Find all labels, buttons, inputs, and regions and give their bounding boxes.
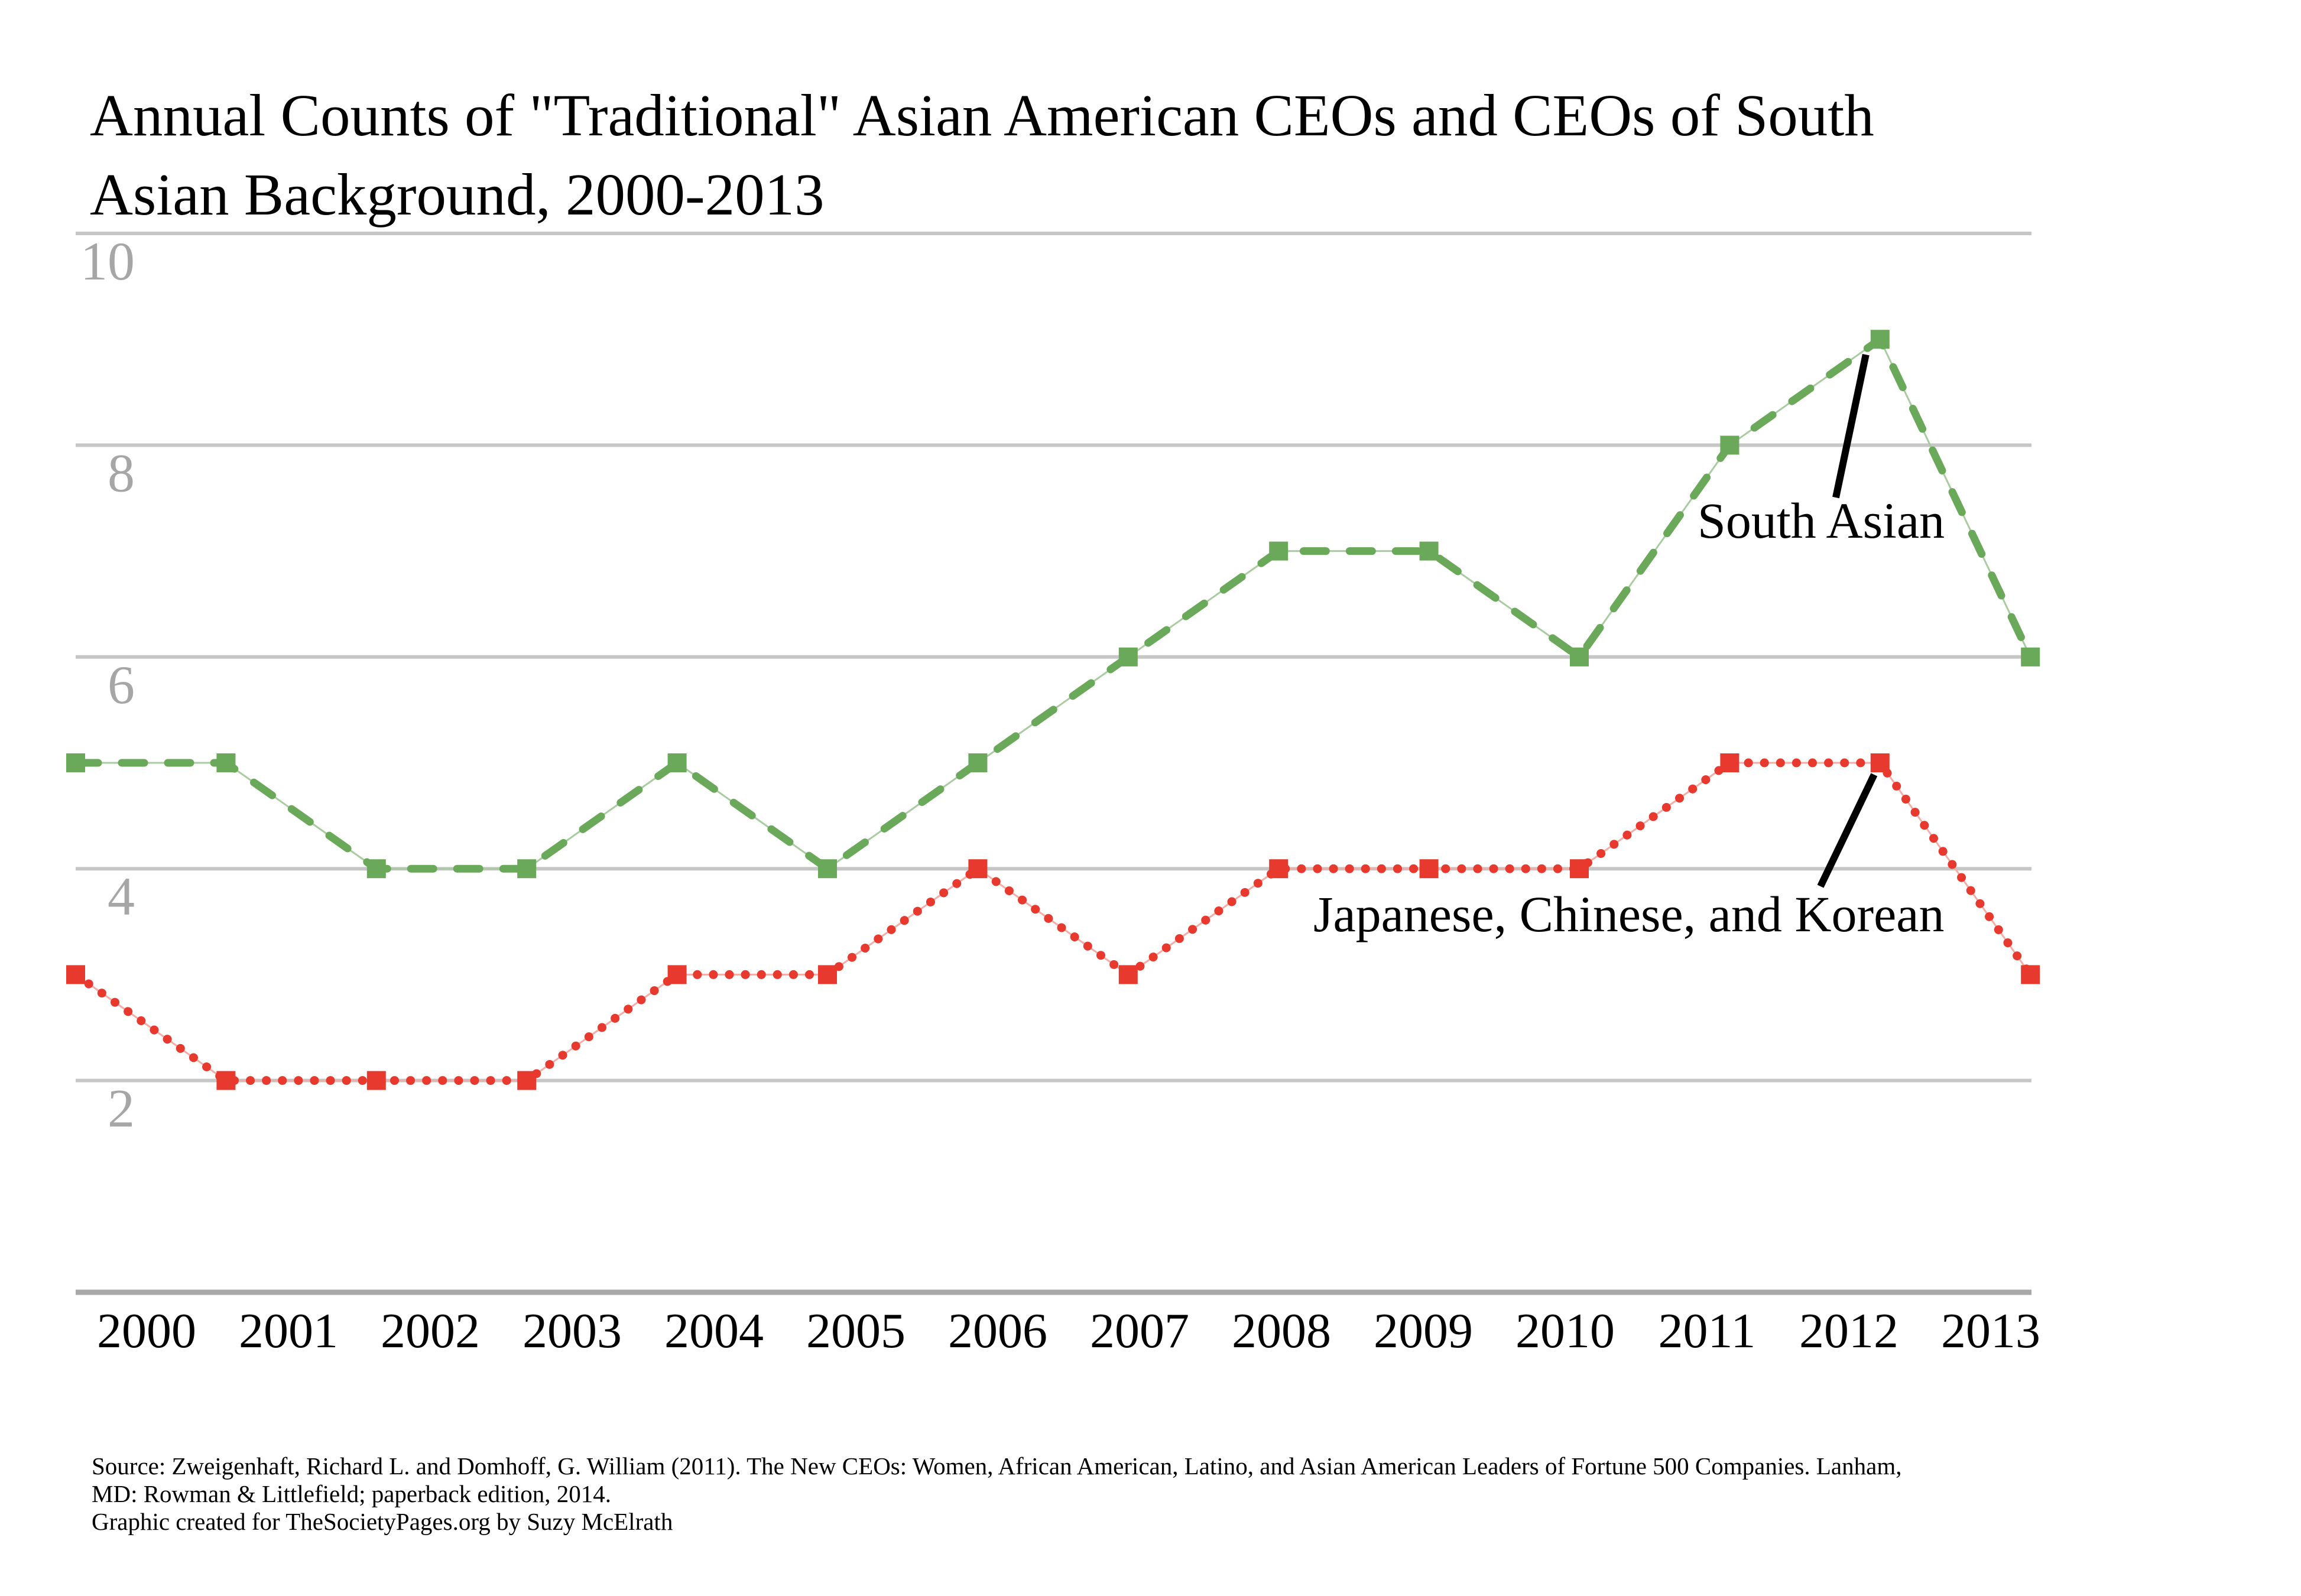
x-axis-tick-label: 2003 bbox=[522, 1304, 622, 1358]
marker-japanese-chinese-and-korean-2003 bbox=[517, 1071, 537, 1090]
marker-south-asian-2012 bbox=[1870, 330, 1890, 349]
marker-south-asian-2004 bbox=[667, 753, 687, 772]
y-axis-tick-label: 10 bbox=[80, 231, 135, 291]
marker-south-asian-2005 bbox=[818, 859, 837, 879]
x-axis-tick-label: 2009 bbox=[1374, 1304, 1473, 1358]
marker-japanese-chinese-and-korean-2000 bbox=[66, 965, 85, 984]
x-axis-tick-label: 2010 bbox=[1515, 1304, 1615, 1358]
marker-japanese-chinese-and-korean-2012 bbox=[1870, 753, 1890, 772]
x-axis-tick-label: 2004 bbox=[664, 1304, 764, 1358]
series-line-south-asian bbox=[72, 333, 2034, 874]
marker-south-asian-2007 bbox=[1118, 647, 1138, 667]
marker-japanese-chinese-and-korean-2011 bbox=[1720, 753, 1739, 772]
x-axis-tick-label: 2006 bbox=[948, 1304, 1047, 1358]
x-axis-tick-label: 2008 bbox=[1232, 1304, 1331, 1358]
marker-japanese-chinese-and-korean-2013 bbox=[2021, 965, 2040, 984]
marker-south-asian-2011 bbox=[1720, 435, 1739, 455]
marker-japanese-chinese-and-korean-2004 bbox=[667, 965, 687, 984]
marker-south-asian-2013 bbox=[2021, 647, 2040, 667]
series-label-japanese-chinese-korean: Japanese, Chinese, and Korean bbox=[1313, 886, 1945, 942]
marker-japanese-chinese-and-korean-2010 bbox=[1570, 859, 1589, 879]
marker-south-asian-2000 bbox=[66, 753, 85, 772]
series-label-south-asian: South Asian bbox=[1698, 492, 1945, 549]
marker-japanese-chinese-and-korean-2001 bbox=[216, 1071, 236, 1090]
y-axis-tick-label: 8 bbox=[108, 443, 135, 503]
series-underlay-south-asian bbox=[76, 337, 2031, 870]
marker-japanese-chinese-and-korean-2005 bbox=[818, 965, 837, 984]
marker-japanese-chinese-and-korean-2009 bbox=[1419, 859, 1439, 879]
marker-south-asian-2006 bbox=[968, 753, 988, 772]
marker-south-asian-2008 bbox=[1269, 541, 1289, 561]
source-line-3: Graphic created for TheSocietyPages.org … bbox=[92, 1508, 673, 1535]
series-line-japanese-chinese-and-korean bbox=[71, 758, 2035, 1085]
x-axis-tick-label: 2013 bbox=[1941, 1304, 2040, 1358]
x-axis-tick-label: 2001 bbox=[239, 1304, 338, 1358]
source-line-1: Source: Zweigenhaft, Richard L. and Domh… bbox=[92, 1452, 1902, 1480]
y-axis-tick-label: 2 bbox=[108, 1078, 135, 1139]
marker-south-asian-2010 bbox=[1570, 647, 1589, 667]
leader-line-japanese-chinese-korean bbox=[1817, 773, 1878, 888]
marker-japanese-chinese-and-korean-2007 bbox=[1118, 965, 1138, 984]
x-axis-tick-label: 2002 bbox=[381, 1304, 480, 1358]
chart-title-line-2: Asian Background, 2000-2013 bbox=[90, 161, 825, 227]
marker-japanese-chinese-and-korean-2002 bbox=[366, 1071, 386, 1090]
y-axis-tick-label: 6 bbox=[108, 655, 135, 715]
marker-south-asian-2009 bbox=[1419, 541, 1439, 561]
x-axis-tick-label: 2007 bbox=[1090, 1304, 1189, 1358]
source-line-2: MD: Rowman & Littlefield; paperback edit… bbox=[92, 1480, 612, 1507]
marker-south-asian-2002 bbox=[366, 859, 386, 879]
marker-south-asian-2003 bbox=[517, 859, 537, 879]
x-axis-tick-label: 2000 bbox=[97, 1304, 196, 1358]
leader-line-south-asian bbox=[1832, 353, 1870, 499]
marker-south-asian-2001 bbox=[216, 753, 236, 772]
chart-title-line-1: Annual Counts of "Traditional" Asian Ame… bbox=[90, 82, 1874, 148]
x-axis-tick-label: 2005 bbox=[806, 1304, 906, 1358]
x-axis-tick-label: 2012 bbox=[1799, 1304, 1898, 1358]
marker-japanese-chinese-and-korean-2006 bbox=[968, 859, 988, 879]
x-axis-tick-label: 2011 bbox=[1659, 1304, 1756, 1358]
chart-title: Annual Counts of "Traditional" Asian Ame… bbox=[90, 76, 1874, 234]
source-credit: Source: Zweigenhaft, Richard L. and Domh… bbox=[92, 1452, 1901, 1536]
y-axis-tick-label: 4 bbox=[108, 866, 135, 927]
marker-japanese-chinese-and-korean-2008 bbox=[1269, 859, 1289, 879]
